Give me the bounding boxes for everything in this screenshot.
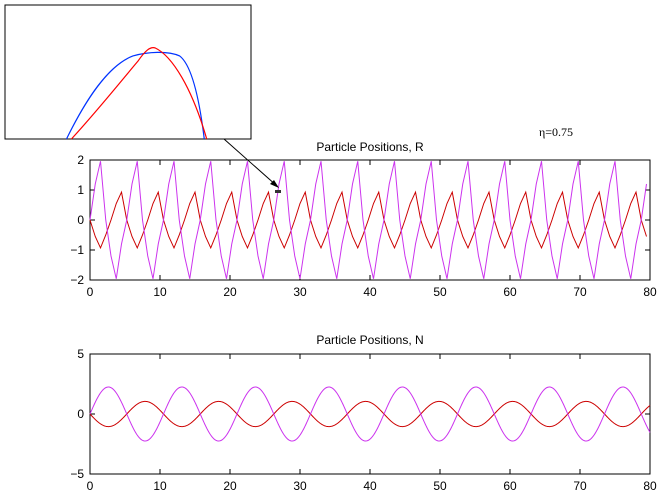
chart-r-xtick-label: 50 [433, 285, 447, 299]
chart-r-xtick-label: 10 [153, 285, 167, 299]
chart-n-x-axis: 0 10 20 30 40 50 60 70 80 [87, 354, 657, 493]
chart-n-xtick-label: 10 [153, 479, 167, 493]
chart-r-ytick-label: −1 [70, 243, 84, 257]
zoom-region-marker [275, 190, 281, 193]
chart-n-xtick-label: 30 [293, 479, 307, 493]
chart-r-series-2-line [89, 161, 647, 279]
chart-n-ytick-label: 0 [77, 407, 84, 421]
chart-n-xtick-label: 50 [433, 479, 447, 493]
zoom-pointer-line [223, 138, 278, 187]
chart-r: Particle Positions, R 210−1−2 0 10 20 30 40 5… [70, 140, 657, 299]
chart-r-x-axis: 0 10 20 30 40 50 60 70 80 [87, 160, 657, 299]
chart-r-xtick-label: 20 [223, 285, 237, 299]
chart-r-xtick-label: 30 [293, 285, 307, 299]
chart-n-series-1-line [89, 400, 651, 428]
chart-n-xtick-label: 70 [573, 479, 587, 493]
chart-n-ytick-label: 5 [77, 347, 84, 361]
chart-n-title: Particle Positions, N [316, 333, 423, 347]
chart-r-series [89, 161, 647, 279]
chart-n-xtick-label: 40 [363, 479, 377, 493]
chart-n-series-2-line [89, 386, 651, 442]
chart-r-ytick-label: 0 [77, 213, 84, 227]
chart-n-y-axis: 5 0 −5 [70, 347, 650, 481]
chart-r-xtick-label: 60 [503, 285, 517, 299]
zoom-inset-frame [4, 4, 252, 140]
chart-r-y-axis: 2 1 0 −1 −2 [70, 153, 650, 287]
chart-n-xtick-label: 80 [643, 479, 657, 493]
chart-n-frame [89, 353, 651, 475]
chart-n-ytick-label: −5 [70, 467, 84, 481]
chart-r-xtick-label: 0 [87, 285, 94, 299]
inset-red-curve [70, 47, 208, 140]
chart-n: Particle Positions, N 50−5 0 10 20 30 40 50 60… [70, 333, 657, 493]
chart-r-xtick-label: 80 [643, 285, 657, 299]
eta-annotation: η=0.75 [539, 125, 573, 139]
inset-blue-curve [65, 51, 205, 140]
chart-n-xtick-label: 20 [223, 479, 237, 493]
chart-n-xtick-label: 60 [503, 479, 517, 493]
chart-r-ytick-label: −2 [70, 273, 84, 287]
chart-r-title: Particle Positions, R [316, 140, 424, 154]
chart-r-ytick-label: 1 [77, 183, 84, 197]
chart-r-xtick-label: 70 [573, 285, 587, 299]
chart-n-xtick-label: 0 [87, 479, 94, 493]
zoom-pointer-arrowhead [270, 180, 279, 188]
chart-r-xtick-label: 40 [363, 285, 377, 299]
chart-r-series-1-line [89, 190, 647, 250]
zoom-inset [4, 4, 252, 140]
chart-r-ytick-label: 2 [77, 153, 84, 167]
chart-n-series [89, 386, 651, 442]
